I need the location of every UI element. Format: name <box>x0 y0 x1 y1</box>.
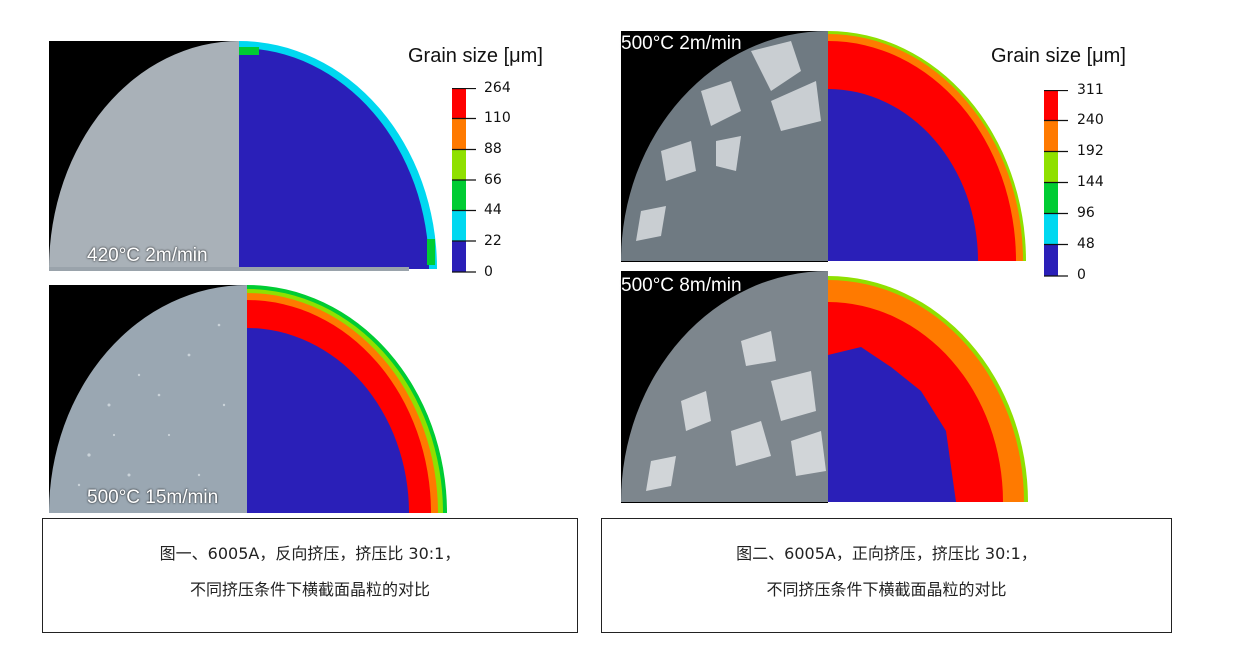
fig1-legend-tick: 66 <box>484 172 502 188</box>
fig1-panel-2: 500°C 15m/min <box>49 285 449 513</box>
fig2-legend-tick: 240 <box>1077 112 1104 128</box>
fig1-legend-tick: 0 <box>484 264 493 280</box>
fig1-p2-sim-core <box>247 328 409 513</box>
fig1-legend-tick: 110 <box>484 110 511 126</box>
fig1-legend-title: Grain size [μm] <box>408 45 543 67</box>
fig1-legend-bar <box>452 88 476 273</box>
fig1-panel-1: 420°C 2m/min <box>49 41 439 271</box>
fig2-panel-2: 500°C 8m/min <box>621 271 1031 503</box>
fig1-p1-micrograph <box>49 41 239 269</box>
fig1-caption-line2: 不同挤压条件下横截面晶粒的对比 <box>189 580 430 599</box>
fig1-p2-micrograph <box>49 285 247 513</box>
fig2-legend-tick: 0 <box>1077 267 1086 283</box>
fig1-p1-sim-core <box>239 48 429 269</box>
fig2-legend-title: Grain size [μm] <box>991 45 1126 67</box>
fig1-panel-2-image <box>49 285 447 513</box>
fig2-p2-micrograph <box>621 271 828 502</box>
fig1-legend-tick: 22 <box>484 233 502 249</box>
fig2-panel-1-image <box>621 31 1026 262</box>
fig2-panel-1-label: 500°C 2m/min <box>621 33 742 54</box>
fig2-legend-tick: 144 <box>1077 174 1104 190</box>
fig2-caption-line1: 图二、6005A，正向挤压，挤压比 30:1， <box>736 544 1037 563</box>
fig2-legend-tick: 48 <box>1077 236 1095 252</box>
fig1-legend-tick: 44 <box>484 202 502 218</box>
fig1-legend-tick: 88 <box>484 141 502 157</box>
fig2-legend-tick: 96 <box>1077 205 1095 221</box>
fig1-panel-1-label: 420°C 2m/min <box>87 245 208 266</box>
fig2-legend-bar <box>1044 90 1068 277</box>
fig2-panel-2-image <box>621 271 1028 503</box>
fig2-p1-sim-core <box>828 89 978 261</box>
fig1-legend-tick: 264 <box>484 80 511 96</box>
fig2-legend-tick: 192 <box>1077 143 1104 159</box>
fig1-caption: 图一、6005A，反向挤压，挤压比 30:1， 不同挤压条件下横截面晶粒的对比 <box>42 518 578 633</box>
fig2-caption: 图二、6005A，正向挤压，挤压比 30:1， 不同挤压条件下横截面晶粒的对比 <box>601 518 1172 633</box>
fig1-panel-1-image <box>49 41 437 271</box>
fig2-panel-1: 500°C 2m/min <box>621 31 1031 262</box>
fig2-panel-2-label: 500°C 8m/min <box>621 275 742 296</box>
fig1-panel-2-label: 500°C 15m/min <box>87 487 219 508</box>
fig1-caption-line1: 图一、6005A，反向挤压，挤压比 30:1， <box>159 544 461 563</box>
fig2-caption-line2: 不同挤压条件下横截面晶粒的对比 <box>766 580 1007 599</box>
fig2-legend-tick: 311 <box>1077 82 1104 98</box>
fig2-p2-sim-core <box>828 347 956 502</box>
